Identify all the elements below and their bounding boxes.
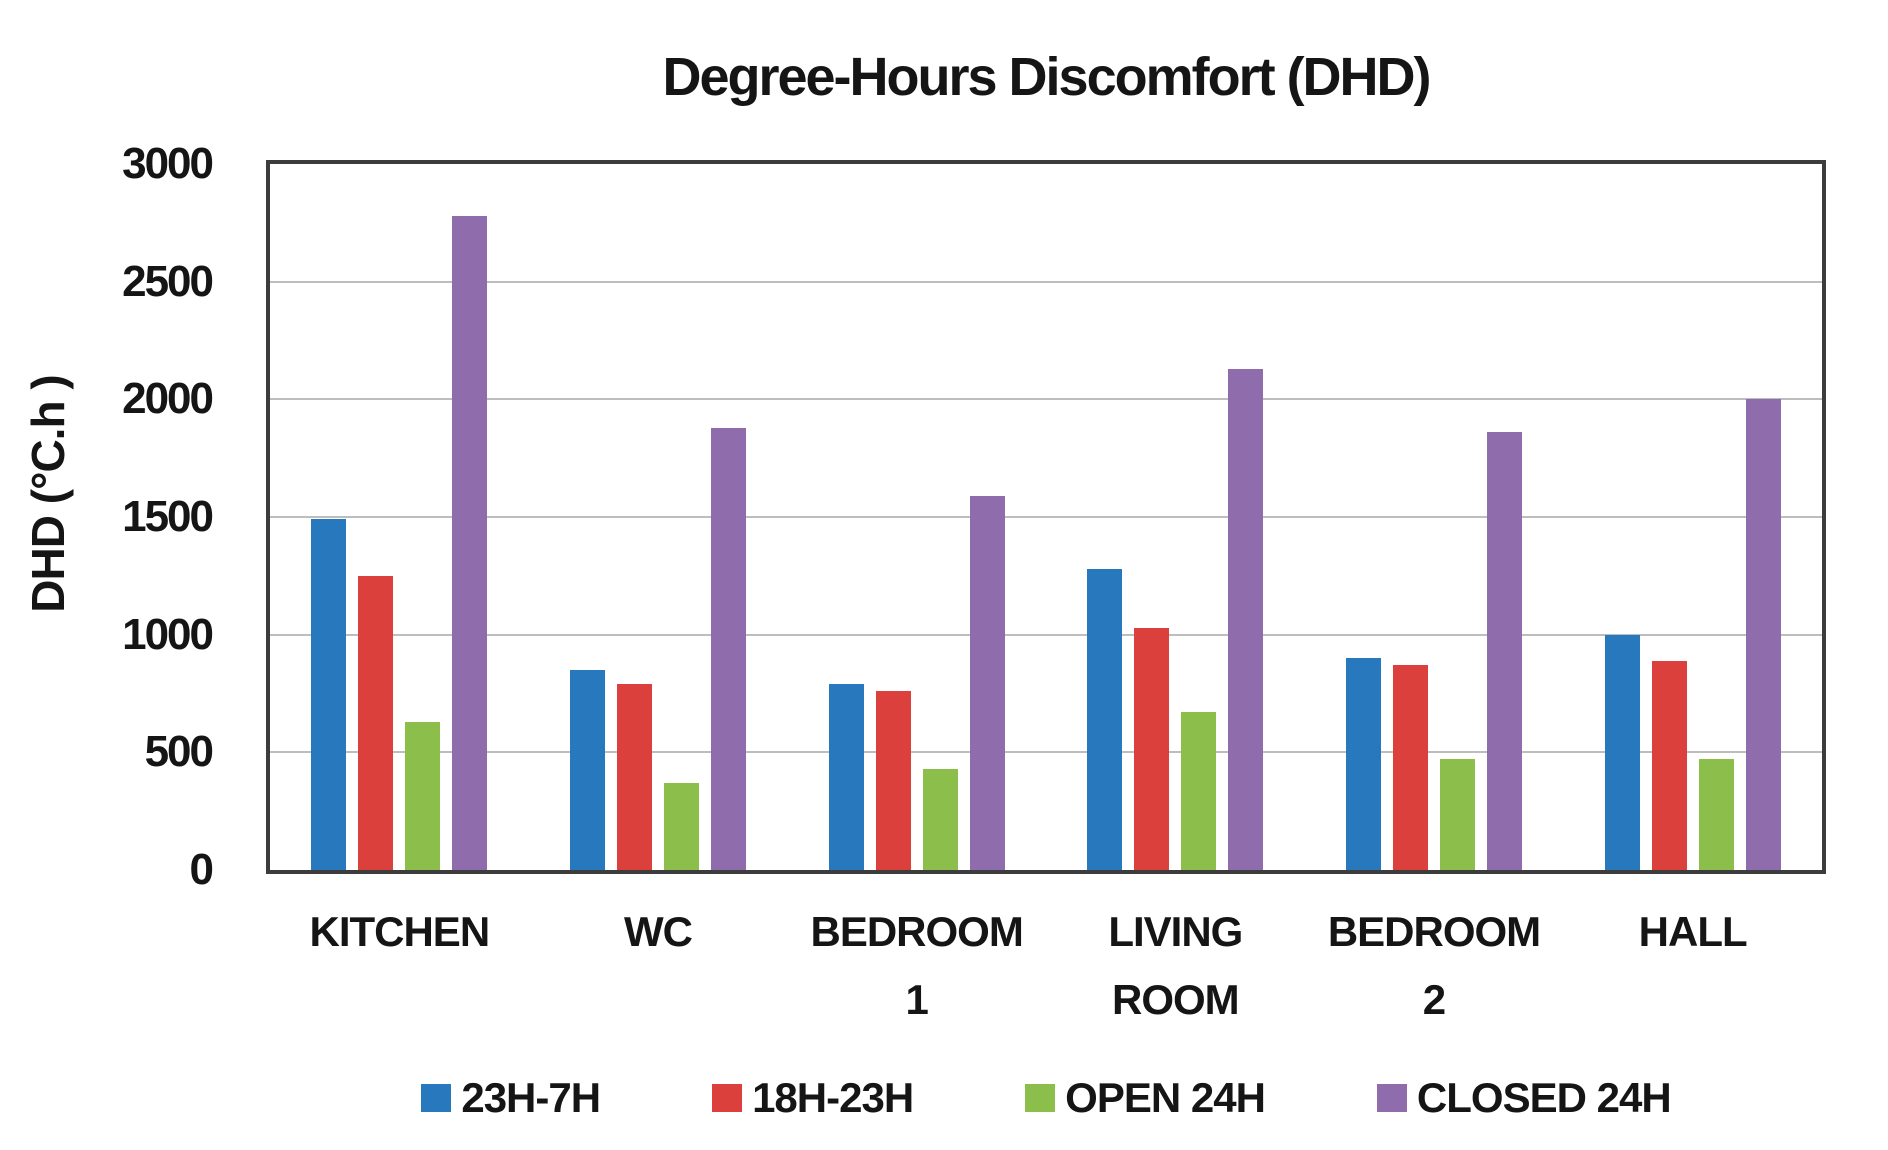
bar-series1-cat1 bbox=[311, 519, 347, 870]
y-tick-label: 0 bbox=[189, 845, 214, 894]
x-axis-category-label: WC bbox=[623, 908, 693, 955]
gridline bbox=[270, 398, 1822, 401]
bar-series3-cat1 bbox=[405, 721, 441, 870]
bar-series2-cat6 bbox=[1651, 660, 1687, 870]
y-tick-label: 500 bbox=[144, 727, 214, 777]
bar-series1-cat4 bbox=[1087, 568, 1123, 870]
bar-series4-cat2 bbox=[711, 427, 746, 870]
y-tick-label: 1000 bbox=[122, 609, 214, 659]
x-axis-category-label: BEDROOM 1 bbox=[810, 908, 1023, 1024]
bar-series4-cat3 bbox=[969, 495, 1005, 870]
bar-series2-cat3 bbox=[875, 691, 911, 870]
legend-swatch-icon bbox=[421, 1084, 452, 1112]
x-axis-category-label: BEDROOM 2 bbox=[1327, 908, 1541, 1024]
bar-series3-cat4 bbox=[1181, 712, 1217, 870]
bar-series1-cat6 bbox=[1604, 634, 1640, 870]
y-tick-label: 2500 bbox=[122, 256, 214, 306]
bar-series1-cat3 bbox=[828, 684, 864, 870]
bar-series2-cat4 bbox=[1134, 627, 1170, 870]
bar-series3-cat3 bbox=[922, 768, 958, 870]
bar-series1-cat2 bbox=[570, 669, 605, 870]
legend: 23H-7H 18H-23H OPEN 24H CLOSED 24H bbox=[270, 1068, 1822, 1128]
bar-series4-cat4 bbox=[1228, 368, 1264, 870]
bar-series3-cat2 bbox=[664, 782, 699, 870]
bar-series4-cat6 bbox=[1745, 399, 1781, 870]
x-axis-category-label: LIVING ROOM bbox=[1108, 908, 1243, 1024]
bar-series2-cat1 bbox=[358, 575, 394, 870]
y-tick-label: 1500 bbox=[122, 492, 214, 541]
legend-label: 23H-7H bbox=[461, 1074, 601, 1121]
bar-series4-cat1 bbox=[452, 215, 488, 870]
bar-series2-cat2 bbox=[617, 684, 652, 870]
chart-title: Degree-Hours Discomfort (DHD) bbox=[662, 47, 1431, 107]
bar-series3-cat5 bbox=[1440, 759, 1475, 870]
legend-item: 18H-23H bbox=[712, 1074, 914, 1121]
legend-item: 23H-7H bbox=[421, 1074, 601, 1121]
legend-label: CLOSED 24H bbox=[1416, 1074, 1672, 1121]
y-tick-label: 3000 bbox=[122, 139, 214, 188]
bar-series2-cat5 bbox=[1393, 665, 1428, 870]
legend-label: 18H-23H bbox=[752, 1074, 914, 1121]
bar-series3-cat6 bbox=[1698, 759, 1734, 870]
gridline bbox=[270, 751, 1822, 754]
legend-swatch-icon bbox=[1025, 1084, 1056, 1112]
legend-swatch-icon bbox=[1376, 1084, 1407, 1112]
legend-item: CLOSED 24H bbox=[1376, 1074, 1672, 1121]
legend-swatch-icon bbox=[712, 1084, 743, 1112]
legend-item: OPEN 24H bbox=[1025, 1074, 1266, 1121]
gridline bbox=[270, 280, 1822, 283]
legend-label: OPEN 24H bbox=[1065, 1074, 1266, 1121]
gridline bbox=[270, 516, 1822, 518]
gridline bbox=[270, 633, 1822, 636]
x-axis-category-label: HALL bbox=[1638, 908, 1748, 955]
bar-series4-cat5 bbox=[1487, 432, 1522, 870]
x-axis-category-label: KITCHEN bbox=[309, 908, 490, 955]
y-tick-label: 2000 bbox=[122, 374, 214, 424]
bar-series1-cat5 bbox=[1346, 658, 1381, 870]
plot-area bbox=[266, 160, 1826, 874]
